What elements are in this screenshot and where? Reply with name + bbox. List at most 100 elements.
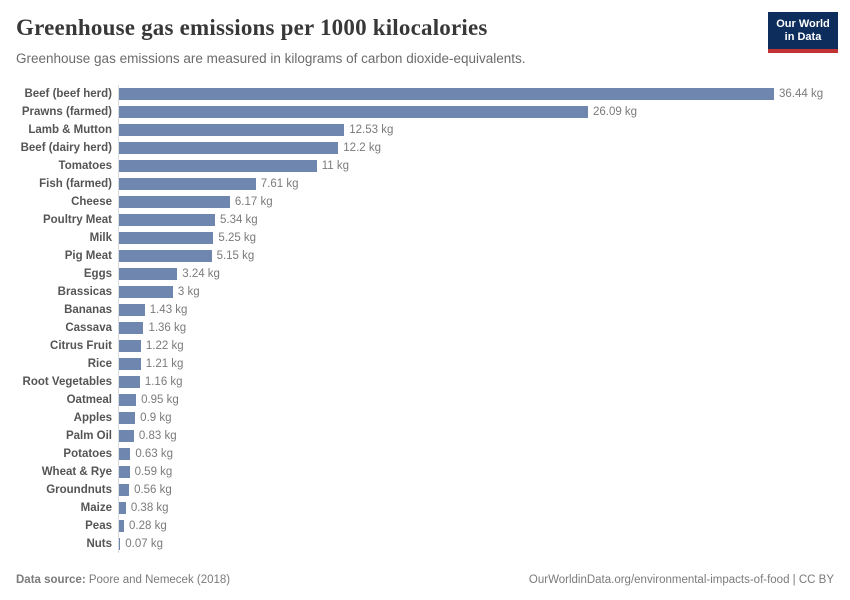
- bar[interactable]: [119, 124, 345, 137]
- category-label: Poultry Meat: [42, 214, 112, 227]
- chart-row: Rice 1.21 kg: [16, 355, 850, 374]
- category-label: Maize: [80, 502, 112, 515]
- bar-track: 3 kg: [118, 283, 850, 302]
- page-title: Greenhouse gas emissions per 1000 kiloca…: [16, 15, 488, 40]
- bar-track: 11 kg: [118, 157, 850, 176]
- owid-logo-line2: in Data: [784, 31, 822, 43]
- category-label: Palm Oil: [65, 430, 112, 443]
- bar-track: 0.38 kg: [118, 499, 850, 518]
- category-label: Groundnuts: [46, 484, 112, 497]
- bar[interactable]: [119, 412, 136, 425]
- bar[interactable]: [119, 160, 317, 173]
- chart-row: Tomatoes 11 kg: [16, 157, 850, 176]
- category-label: Pig Meat: [64, 250, 112, 263]
- category-label: Cassava: [65, 322, 112, 335]
- value-label: 5.25 kg: [218, 232, 257, 245]
- bar[interactable]: [119, 196, 230, 209]
- category-label: Potatoes: [63, 448, 112, 461]
- chart-header: Greenhouse gas emissions per 1000 kiloca…: [0, 0, 850, 67]
- bar-track: 0.63 kg: [118, 445, 850, 464]
- category-label: Prawns (farmed): [21, 106, 112, 119]
- value-label: 26.09 kg: [592, 106, 638, 119]
- bar[interactable]: [119, 538, 121, 551]
- bar[interactable]: [119, 484, 130, 497]
- category-label: Rice: [87, 358, 112, 371]
- bar[interactable]: [119, 340, 141, 353]
- category-label: Lamb & Mutton: [28, 124, 112, 137]
- value-label: 3 kg: [177, 286, 200, 299]
- category-label: Beef (beef herd): [24, 88, 112, 101]
- value-label: 0.28 kg: [129, 520, 167, 533]
- chart-row: Beef (dairy herd) 12.2 kg: [16, 139, 850, 158]
- bar[interactable]: [119, 106, 588, 119]
- chart-row: Wheat & Rye 0.59 kg: [16, 463, 850, 482]
- bar-track: 0.07 kg: [118, 535, 850, 554]
- bar-track: 1.16 kg: [118, 373, 850, 392]
- chart-row: Beef (beef herd) 36.44 kg: [16, 85, 850, 104]
- bar[interactable]: [119, 322, 144, 335]
- bar[interactable]: [119, 286, 173, 299]
- bar[interactable]: [119, 268, 178, 281]
- owid-footer-link[interactable]: OurWorldinData.org/environmental-impacts…: [528, 574, 834, 586]
- value-label: 0.56 kg: [134, 484, 172, 497]
- value-label: 5.34 kg: [219, 214, 258, 227]
- category-label: Milk: [89, 232, 112, 245]
- bar[interactable]: [119, 430, 134, 443]
- bar-track: 36.44 kg: [118, 85, 850, 104]
- value-label: 36.44 kg: [779, 88, 824, 101]
- bar[interactable]: [119, 232, 214, 245]
- category-label: Tomatoes: [58, 160, 112, 173]
- value-label: 7.61 kg: [260, 178, 299, 191]
- category-label: Peas: [85, 520, 112, 533]
- owid-logo[interactable]: Our World in Data: [768, 12, 838, 53]
- data-source-label: Data source:: [16, 574, 86, 586]
- bar[interactable]: [119, 466, 130, 479]
- bar[interactable]: [119, 394, 137, 407]
- bar[interactable]: [119, 358, 141, 371]
- bar-track: 0.28 kg: [118, 517, 850, 536]
- bar-track: 12.53 kg: [118, 121, 850, 140]
- bar[interactable]: [119, 214, 215, 227]
- bar-track: 1.22 kg: [118, 337, 850, 356]
- bar-track: 0.59 kg: [118, 463, 850, 482]
- chart-row: Milk 5.25 kg: [16, 229, 850, 248]
- owid-logo-line1: Our World: [776, 18, 830, 30]
- value-label: 6.17 kg: [234, 196, 273, 209]
- category-label: Cheese: [71, 196, 112, 209]
- bar[interactable]: [119, 304, 145, 317]
- chart-row: Apples 0.9 kg: [16, 409, 850, 428]
- value-label: 0.9 kg: [140, 412, 172, 425]
- category-label: Nuts: [86, 538, 112, 551]
- bar[interactable]: [119, 178, 256, 191]
- chart-row: Peas 0.28 kg: [16, 517, 850, 536]
- chart-row: Oatmeal 0.95 kg: [16, 391, 850, 410]
- bar[interactable]: [119, 376, 140, 389]
- data-source: Data source: Poore and Nemecek (2018): [16, 574, 230, 586]
- bar[interactable]: [119, 250, 212, 263]
- category-label: Fish (farmed): [39, 178, 112, 191]
- bar-track: 0.9 kg: [118, 409, 850, 428]
- chart-footer: Data source: Poore and Nemecek (2018) Ou…: [16, 574, 834, 586]
- bar-track: 1.21 kg: [118, 355, 850, 374]
- category-label: Wheat & Rye: [41, 466, 112, 479]
- chart-row: Potatoes 0.63 kg: [16, 445, 850, 464]
- bar[interactable]: [119, 502, 126, 515]
- chart-row: Cassava 1.36 kg: [16, 319, 850, 338]
- bar[interactable]: [119, 142, 339, 155]
- bar[interactable]: [119, 88, 774, 101]
- data-source-text: Poore and Nemecek (2018): [85, 574, 231, 586]
- bar-chart: Beef (beef herd) 36.44 kg Prawns (farmed) 2…: [0, 85, 850, 554]
- value-label: 1.36 kg: [148, 322, 187, 335]
- bar[interactable]: [119, 448, 131, 461]
- bar-track: 5.34 kg: [118, 211, 850, 230]
- value-label: 0.95 kg: [141, 394, 179, 407]
- value-label: 0.07 kg: [125, 538, 163, 551]
- value-label: 5.15 kg: [216, 250, 255, 263]
- value-label: 11 kg: [321, 160, 349, 173]
- value-label: 0.63 kg: [135, 448, 174, 461]
- bar[interactable]: [119, 520, 125, 533]
- category-label: Citrus Fruit: [50, 340, 112, 353]
- category-label: Beef (dairy herd): [20, 142, 112, 155]
- chart-row: Poultry Meat 5.34 kg: [16, 211, 850, 230]
